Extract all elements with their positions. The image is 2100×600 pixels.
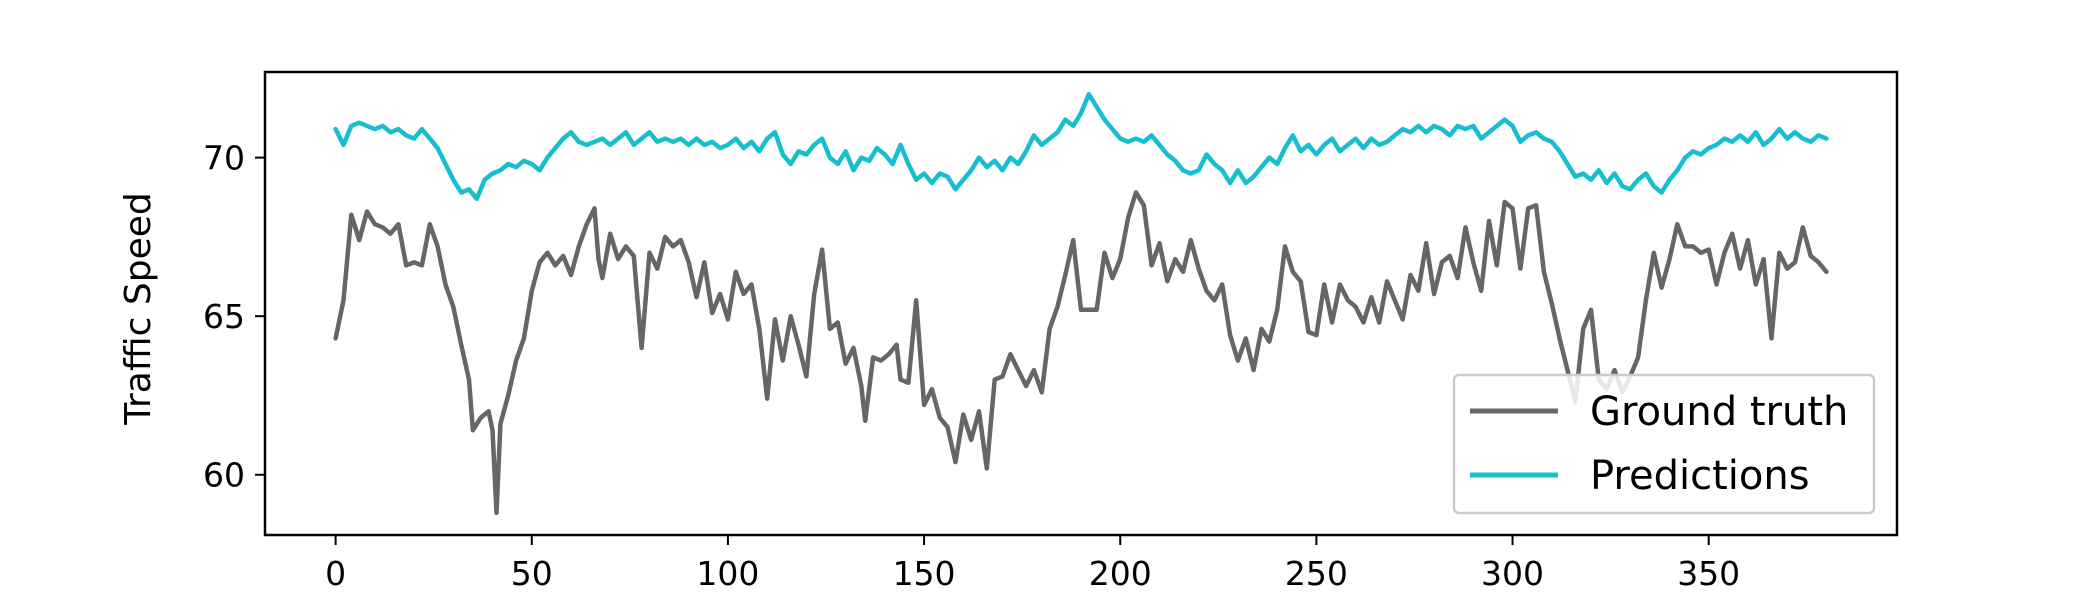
x-tick-label: 50 [511, 554, 553, 593]
plot-frame [263, 70, 1899, 537]
legend: Ground truth Predictions [1452, 373, 1876, 515]
y-axis: 60 65 70 [203, 139, 265, 495]
x-axis: 0 50 100 150 200 250 300 350 [325, 535, 1740, 593]
series-line-predictions [333, 91, 1829, 202]
x-tick-label: 0 [325, 554, 346, 593]
y-tick-label: 70 [203, 139, 245, 178]
x-tick-label: 250 [1285, 554, 1348, 593]
y-axis-title: Traffic Speed [118, 192, 159, 425]
x-tick-label: 200 [1089, 554, 1152, 593]
legend-label-predictions: Predictions [1590, 453, 1810, 499]
y-tick-label: 65 [203, 297, 245, 336]
x-tick-label: 300 [1481, 554, 1544, 593]
legend-label-ground-truth: Ground truth [1590, 389, 1848, 435]
y-tick-label: 60 [203, 456, 245, 495]
legend-box [1452, 373, 1876, 515]
x-tick-label: 100 [696, 554, 759, 593]
x-tick-label: 350 [1677, 554, 1740, 593]
x-tick-label: 150 [893, 554, 956, 593]
